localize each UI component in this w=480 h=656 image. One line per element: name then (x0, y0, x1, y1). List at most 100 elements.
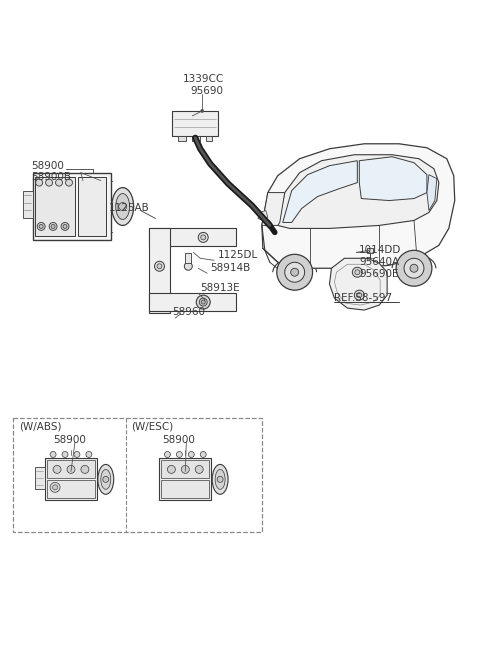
Text: 58914B: 58914B (210, 263, 251, 274)
Circle shape (36, 179, 43, 186)
Text: (W/ESC): (W/ESC) (131, 422, 173, 432)
Ellipse shape (101, 470, 111, 489)
Text: 95640A: 95640A (360, 257, 399, 267)
Circle shape (410, 264, 418, 272)
Text: 1339CC: 1339CC (182, 74, 224, 84)
Circle shape (53, 465, 61, 474)
Text: REF.58-597: REF.58-597 (335, 293, 393, 303)
Polygon shape (262, 144, 455, 268)
Circle shape (51, 224, 55, 228)
Text: 58900: 58900 (53, 434, 86, 445)
Polygon shape (427, 174, 437, 211)
Circle shape (53, 485, 58, 490)
Text: 95690E: 95690E (360, 269, 399, 279)
Bar (78, 176, 106, 236)
Circle shape (168, 465, 175, 474)
Circle shape (49, 222, 57, 230)
Bar (172, 111, 218, 136)
Circle shape (396, 251, 432, 286)
Circle shape (155, 261, 165, 271)
Circle shape (277, 255, 312, 290)
Bar (161, 461, 209, 478)
Polygon shape (278, 155, 439, 228)
Circle shape (37, 222, 45, 230)
Circle shape (200, 451, 206, 457)
Polygon shape (262, 193, 285, 226)
Circle shape (176, 451, 182, 457)
Bar (148, 228, 170, 313)
Circle shape (201, 235, 206, 240)
Circle shape (119, 203, 127, 211)
Circle shape (285, 262, 305, 282)
Circle shape (50, 451, 56, 457)
Circle shape (217, 476, 223, 482)
Bar (192, 136, 200, 141)
Ellipse shape (215, 470, 225, 489)
Circle shape (165, 451, 170, 457)
Circle shape (201, 110, 204, 112)
Ellipse shape (112, 188, 133, 226)
Circle shape (56, 179, 62, 186)
Bar (23, 191, 33, 218)
Circle shape (61, 222, 69, 230)
Circle shape (188, 451, 194, 457)
Circle shape (63, 224, 67, 228)
Circle shape (39, 224, 43, 228)
Circle shape (291, 268, 299, 276)
Bar (206, 136, 212, 141)
Bar (35, 468, 45, 489)
Polygon shape (360, 157, 427, 201)
Text: 58900: 58900 (31, 161, 64, 171)
Circle shape (181, 465, 189, 474)
Text: 1125DL: 1125DL (218, 251, 258, 260)
Circle shape (65, 179, 72, 186)
Text: 58960: 58960 (172, 307, 205, 317)
Text: 1125AB: 1125AB (109, 203, 149, 213)
Ellipse shape (98, 464, 114, 494)
Circle shape (157, 264, 162, 269)
Bar (13, 418, 262, 532)
Bar (367, 249, 373, 253)
Circle shape (195, 465, 203, 474)
Circle shape (74, 451, 80, 457)
Circle shape (86, 451, 92, 457)
Ellipse shape (116, 194, 130, 220)
Bar (179, 136, 186, 141)
Bar (159, 459, 211, 501)
Bar (148, 228, 236, 247)
Bar (161, 480, 209, 499)
Circle shape (354, 290, 364, 300)
Circle shape (50, 482, 60, 492)
Circle shape (355, 270, 360, 275)
Polygon shape (258, 211, 268, 220)
Circle shape (103, 476, 109, 482)
Polygon shape (329, 258, 387, 310)
Bar (35, 176, 75, 236)
Text: 95690: 95690 (190, 86, 223, 96)
Bar (185, 253, 192, 263)
Bar (47, 461, 95, 478)
Text: 58913E: 58913E (200, 283, 240, 293)
Text: 58900B: 58900B (31, 172, 71, 182)
Bar (47, 480, 95, 499)
Circle shape (352, 267, 362, 277)
Bar (33, 173, 111, 240)
Circle shape (62, 451, 68, 457)
Bar (45, 459, 97, 501)
Circle shape (184, 262, 192, 270)
Circle shape (357, 293, 362, 298)
Circle shape (201, 300, 205, 304)
Circle shape (46, 179, 53, 186)
Circle shape (67, 465, 75, 474)
Ellipse shape (212, 464, 228, 494)
Circle shape (196, 295, 210, 309)
Circle shape (199, 298, 207, 306)
Bar (148, 293, 236, 311)
Text: 58900: 58900 (162, 434, 195, 445)
Text: 1014DD: 1014DD (360, 245, 402, 255)
Polygon shape (283, 161, 357, 222)
Text: (W/ABS): (W/ABS) (19, 422, 62, 432)
Circle shape (404, 258, 424, 278)
Circle shape (81, 465, 89, 474)
Circle shape (198, 232, 208, 242)
